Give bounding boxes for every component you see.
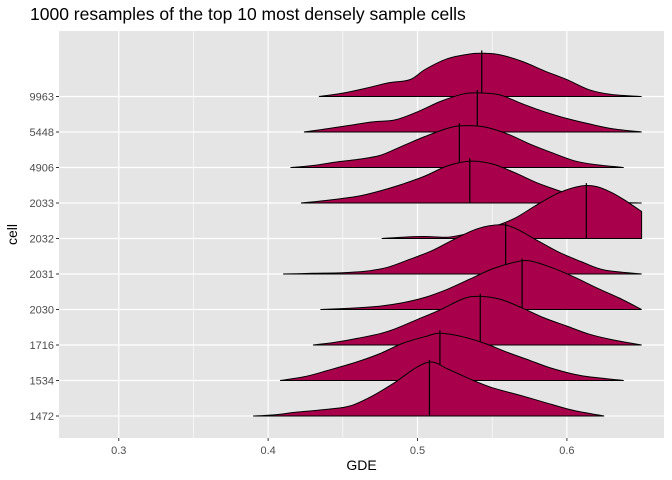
y-axis-ticks: 1472 1534 1716 2030 2031 2032 2033 4906 5448 9963 xyxy=(30,92,59,423)
y-axis-title: cell xyxy=(4,224,20,245)
density-ridge xyxy=(290,125,624,168)
ridge-5448 xyxy=(303,89,642,133)
y-tick-label: 4906 xyxy=(30,163,54,175)
y-tick-label: 2033 xyxy=(30,198,54,210)
density-ridge xyxy=(303,92,642,133)
y-tick-label: 9963 xyxy=(30,92,54,104)
x-tick-label: 0.5 xyxy=(410,445,425,457)
x-axis-title: GDE xyxy=(346,457,376,473)
x-tick-label: 0.3 xyxy=(111,445,126,457)
y-tick-label: 1716 xyxy=(30,340,54,352)
density-ridge xyxy=(283,224,642,275)
x-tick-label: 0.6 xyxy=(559,445,574,457)
density-ridge xyxy=(318,52,642,97)
density-ridge xyxy=(320,260,642,310)
y-tick-label: 1534 xyxy=(30,376,54,388)
density-ridge xyxy=(312,295,642,346)
ridge-1472 xyxy=(253,359,605,417)
y-tick-label: 5448 xyxy=(30,127,54,139)
chart-title: 1000 resamples of the top 10 most densel… xyxy=(30,4,466,24)
ridge-2030 xyxy=(320,258,642,310)
ridges xyxy=(253,50,643,417)
y-tick-label: 2032 xyxy=(30,234,54,246)
ridge-4906 xyxy=(290,123,624,168)
y-tick-label: 2030 xyxy=(30,305,54,317)
ridge-9963 xyxy=(318,50,642,97)
y-tick-label: 1472 xyxy=(30,411,54,423)
ridge-1716 xyxy=(312,293,642,346)
density-ridge xyxy=(253,361,605,417)
ridge-2032 xyxy=(381,183,643,239)
y-tick-label: 2031 xyxy=(30,269,54,281)
x-tick-label: 0.4 xyxy=(260,445,275,457)
x-axis-ticks: 0.3 0.4 0.5 0.6 xyxy=(111,438,575,457)
density-ridge xyxy=(381,184,643,239)
